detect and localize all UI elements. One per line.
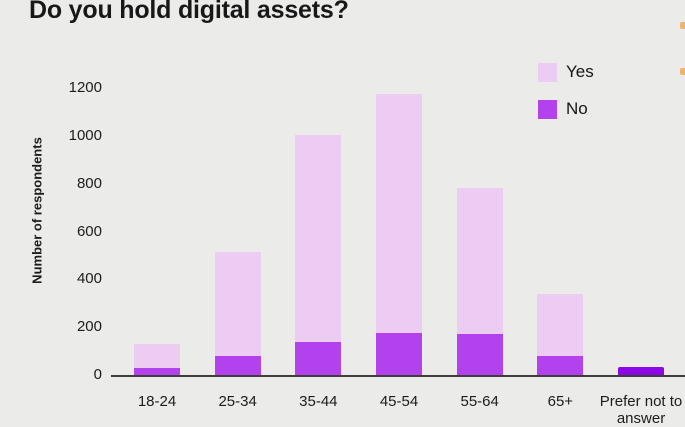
x-axis-line: [111, 375, 685, 377]
bar-segment-no: [214, 355, 261, 375]
bar-segment-no: [295, 341, 342, 375]
bar-segment-no: [456, 334, 503, 375]
y-tick-label: 1000: [68, 126, 102, 144]
bar-segment-no: [376, 333, 422, 375]
y-tick-label: 0: [93, 366, 102, 383]
y-tick-label: 1200: [68, 79, 102, 96]
x-tick-label: 65+: [547, 393, 574, 410]
x-tick-label: 45-54: [379, 393, 419, 410]
legend: Yes No: [538, 62, 594, 136]
bar-segment-prefer-not-to-answer: [618, 366, 665, 375]
y-tick-label: 600: [76, 222, 102, 240]
x-tick-label: 35-44: [299, 393, 338, 410]
bar-segment-yes: [376, 93, 422, 334]
x-tick-label: 55-64: [460, 393, 499, 410]
legend-swatch-icon: [538, 62, 557, 82]
bar-segment-yes: [214, 251, 261, 356]
cutoff-artifact-icon: [680, 68, 685, 75]
y-tick-label: 400: [76, 270, 102, 288]
x-tick-label: 18-24: [137, 393, 177, 410]
y-tick-label: 200: [76, 318, 102, 336]
bar-segment-no: [537, 355, 584, 375]
x-tick-label: 25-34: [218, 393, 257, 410]
chart-title: Do you hold digital assets?: [29, 0, 349, 24]
legend-label: No: [566, 99, 588, 118]
legend-label: Yes: [566, 62, 594, 81]
y-tick-label: 800: [76, 174, 102, 192]
bar-segment-yes: [537, 293, 584, 356]
legend-item: No: [538, 99, 594, 119]
bar-segment-no: [134, 367, 180, 375]
legend-item: Yes: [538, 62, 594, 82]
cutoff-artifact-icon: [680, 22, 685, 29]
legend-swatch-icon: [538, 99, 557, 119]
bar-segment-yes: [134, 343, 180, 368]
x-tick-label: Prefer not to answer: [599, 393, 683, 427]
bar-segment-yes: [295, 134, 342, 342]
bar-segment-yes: [456, 188, 503, 335]
